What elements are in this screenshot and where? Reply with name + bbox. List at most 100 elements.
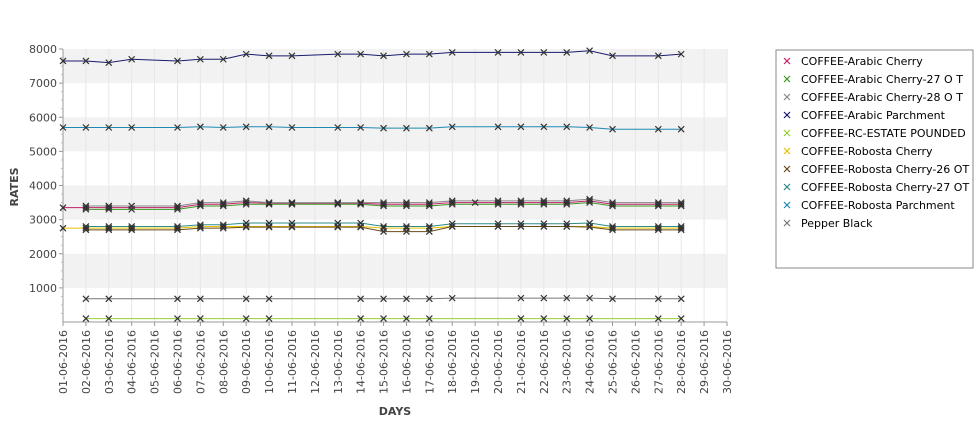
data-point (425, 124, 433, 132)
data-point (448, 48, 456, 56)
x-tick-label: 05-06-2016 (149, 330, 162, 394)
series-markers (59, 47, 685, 323)
x-tick-label: 10-06-2016 (263, 330, 276, 394)
data-point (403, 295, 410, 303)
data-point (196, 199, 204, 206)
data-point (174, 224, 181, 232)
data-point (242, 219, 250, 227)
data-point (494, 123, 502, 131)
data-point (654, 224, 662, 232)
legend-box (775, 49, 974, 269)
data-point (403, 50, 410, 58)
data-point (334, 199, 342, 206)
data-point (265, 315, 273, 323)
data-point (494, 199, 502, 206)
data-point (517, 315, 525, 323)
data-point (540, 223, 548, 230)
data-point (448, 197, 456, 205)
data-point (471, 199, 479, 206)
data-point (380, 315, 387, 323)
data-point (380, 295, 387, 303)
legend-marker (783, 219, 791, 227)
data-point (540, 48, 548, 56)
data-point (677, 125, 685, 133)
data-point (105, 204, 113, 212)
series-line-1 (63, 200, 682, 209)
data-point (288, 200, 296, 208)
data-point (334, 50, 342, 58)
data-point (196, 315, 204, 323)
data-point (517, 197, 525, 205)
data-point (425, 223, 433, 230)
data-point (563, 197, 571, 205)
data-point (403, 228, 410, 235)
data-point (403, 315, 410, 323)
plot-band (63, 117, 727, 152)
y-tick-label: 1000 (29, 282, 57, 295)
series-lines (63, 50, 682, 320)
data-point (586, 195, 594, 203)
x-tick-label: 16-06-2016 (400, 330, 413, 394)
data-point (334, 219, 342, 227)
x-tick-label: 22-06-2016 (538, 330, 551, 394)
data-point (448, 223, 456, 230)
data-point (677, 50, 685, 58)
data-point (609, 295, 616, 303)
data-point (677, 200, 685, 208)
data-point (128, 55, 136, 63)
legend-label: COFFEE-Arabic Cherry-27 O T (801, 73, 963, 86)
x-tick-label: 17-06-2016 (423, 330, 436, 394)
data-point (357, 315, 365, 323)
data-point (609, 200, 616, 208)
data-point (82, 295, 90, 303)
data-point (586, 219, 594, 227)
data-point (174, 315, 181, 323)
data-point (59, 204, 67, 212)
data-point (677, 224, 685, 232)
data-point (517, 220, 525, 228)
data-point (609, 199, 616, 206)
data-point (609, 224, 616, 232)
data-point (448, 294, 456, 302)
data-point (403, 223, 410, 230)
data-point (105, 295, 113, 303)
data-point (82, 57, 90, 65)
data-point (563, 223, 571, 230)
y-tick-label: 2000 (29, 248, 57, 261)
x-tick-label: 14-06-2016 (355, 330, 368, 394)
data-point (196, 223, 204, 230)
data-point (128, 223, 136, 230)
series-line-9 (63, 126, 682, 130)
x-tick-label: 01-06-2016 (57, 330, 70, 394)
data-point (654, 52, 662, 60)
data-point (59, 57, 67, 65)
legend-marker (783, 147, 791, 155)
legend-marker (783, 93, 791, 101)
data-point (105, 124, 113, 131)
data-point (357, 124, 365, 131)
x-tick-label: 30-06-2016 (721, 330, 734, 394)
data-point (380, 200, 387, 208)
y-tick-label: 4000 (29, 180, 57, 193)
data-point (105, 315, 113, 323)
series-line-4 (63, 50, 682, 64)
data-point (380, 52, 387, 60)
data-point (517, 123, 525, 131)
legend-label: COFFEE-Robosta Parchment (801, 199, 955, 212)
legend-marker (783, 111, 791, 119)
data-point (265, 52, 273, 60)
data-point (59, 124, 67, 131)
legend-marker (783, 57, 791, 65)
data-point (174, 124, 181, 131)
data-point (517, 223, 525, 230)
data-point (586, 294, 594, 302)
legend: COFFEE-Arabic Cherry COFFEE-Arabic Cherry… (775, 49, 974, 269)
legend-label: COFFEE-Robosta Cherry (801, 145, 933, 158)
x-tick-label: 18-06-2016 (446, 330, 459, 394)
data-point (196, 200, 204, 208)
data-point (82, 223, 90, 230)
x-tick-label: 12-06-2016 (309, 330, 322, 394)
data-point (82, 204, 90, 212)
data-point (540, 199, 548, 206)
